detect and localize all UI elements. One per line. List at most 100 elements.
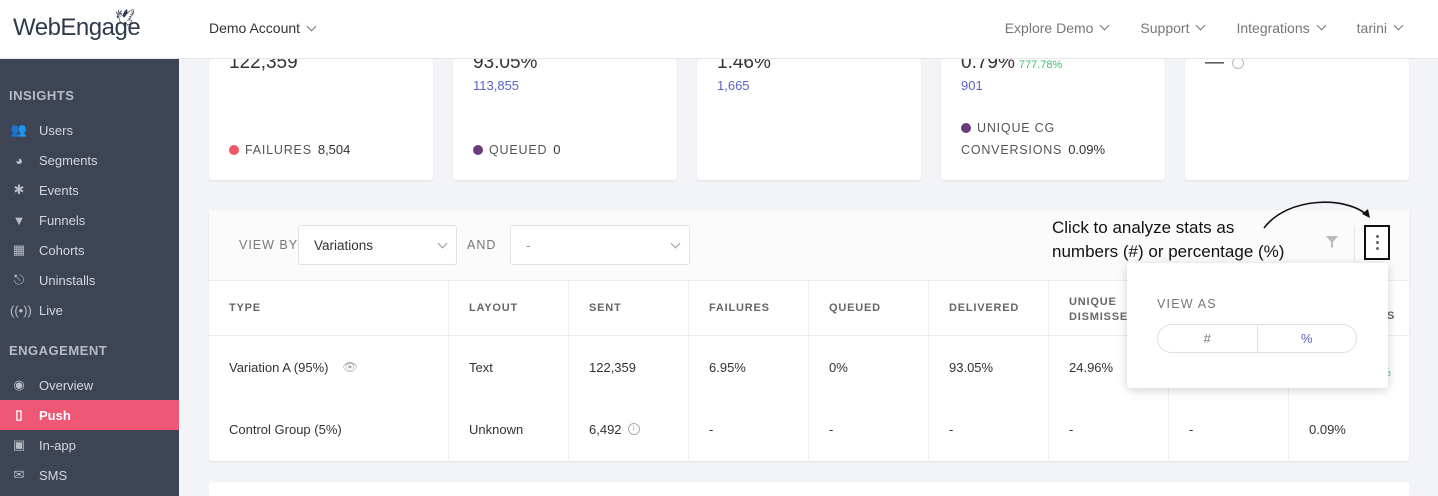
view-as-number-option[interactable]: # bbox=[1158, 325, 1258, 352]
stat-value-text: 0.79% bbox=[961, 59, 1015, 73]
sidebar-item-live[interactable]: ((•)) Live bbox=[0, 295, 179, 325]
sidebar-item-events[interactable]: ✱ Events bbox=[0, 175, 179, 205]
legend-label: QUEUED bbox=[489, 142, 548, 157]
table-cell-unique-dismisses: - bbox=[1049, 398, 1169, 460]
star-icon: ✱ bbox=[13, 182, 25, 197]
table-cell-delivered: 93.05% bbox=[929, 336, 1049, 398]
sidebar-item-label: Users bbox=[39, 122, 73, 138]
uplift-badge: 777.78% bbox=[1018, 59, 1063, 71]
table-cell: 0.09% bbox=[1309, 421, 1346, 437]
funnel-icon: ▼ bbox=[12, 212, 26, 228]
chevron-down-icon bbox=[1393, 20, 1404, 30]
info-icon[interactable]: i bbox=[627, 423, 640, 435]
sms-icon: ✉ bbox=[13, 467, 25, 482]
nav-explore-demo[interactable]: Explore Demo bbox=[1004, 20, 1110, 36]
sidebar-item-label: SMS bbox=[39, 467, 68, 483]
and-label: AND bbox=[467, 238, 497, 252]
filter-icon[interactable] bbox=[1326, 236, 1338, 248]
legend-value: 0 bbox=[553, 142, 561, 157]
sidebar-item-label: Live bbox=[39, 302, 63, 318]
annotation-arrow-icon bbox=[1263, 201, 1370, 229]
table-cell-delivered: - bbox=[929, 398, 1049, 460]
view-by-select[interactable]: Variations bbox=[298, 225, 457, 265]
table-cell-queued: 0% bbox=[809, 336, 929, 398]
sidebar-item-in-app[interactable]: ▣ In-app bbox=[0, 430, 179, 460]
nav-label: Integrations bbox=[1236, 20, 1310, 36]
sidebar-item-label: Overview bbox=[39, 377, 94, 393]
stat-value: — bbox=[1205, 59, 1244, 74]
webengage-logo[interactable]: WebEngage 🕊 bbox=[13, 10, 141, 42]
tutorial-annotation: Click to analyze stats as numbers (#) or… bbox=[1052, 216, 1322, 264]
legend-failures: FAILURES 8,504 bbox=[229, 142, 350, 157]
nav-label: Explore Demo bbox=[1004, 20, 1094, 36]
more-options-icon[interactable] bbox=[1364, 225, 1390, 260]
legend-dot bbox=[473, 144, 483, 155]
legend-unique-cg: UNIQUE CG bbox=[961, 121, 1055, 135]
view-as-percent-option[interactable]: % bbox=[1300, 331, 1313, 346]
sidebar-item-sms[interactable]: ✉ SMS bbox=[0, 460, 179, 490]
exit-icon: ⎋ bbox=[13, 272, 25, 287]
legend-value: 0.09% bbox=[1068, 142, 1106, 157]
col-header-queued: QUEUED bbox=[809, 281, 929, 336]
section-engagement: ENGAGEMENT bbox=[9, 343, 108, 358]
stat-subvalue: 1,665 bbox=[717, 78, 750, 93]
broadcast-icon: ((•)) bbox=[10, 302, 32, 318]
annotation-line: numbers (#) or percentage (%) bbox=[1052, 242, 1285, 261]
table-cell-failures: - bbox=[689, 398, 809, 460]
divider bbox=[1354, 226, 1355, 262]
mobile-icon: ▯ bbox=[15, 407, 23, 422]
sidebar-item-label: Events bbox=[39, 182, 79, 198]
pie-icon: ◕ bbox=[15, 152, 23, 168]
sidebar-item-cohorts[interactable]: ▦ Cohorts bbox=[0, 235, 179, 265]
chevron-down-icon bbox=[1099, 20, 1110, 30]
table-cell-sent: 122,359 bbox=[569, 336, 689, 398]
sidebar-item-label: Cohorts bbox=[39, 242, 85, 258]
account-name: Demo Account bbox=[209, 20, 301, 36]
sidebar-item-label: Segments bbox=[39, 152, 98, 168]
view-by-label: VIEW BY bbox=[239, 238, 299, 252]
nav-support[interactable]: Support bbox=[1140, 20, 1206, 36]
sidebar: INSIGHTS 👥 Users ◕ Segments ✱ Events ▼ Funne… bbox=[0, 59, 179, 496]
eye-icon[interactable]: 👁 bbox=[342, 360, 358, 374]
stat-value: 0.79% 777.78% bbox=[961, 59, 1062, 74]
chevron-down-icon bbox=[437, 238, 448, 249]
and-select[interactable]: - bbox=[510, 225, 690, 265]
chevron-down-icon bbox=[1316, 20, 1327, 30]
annotation-line: Click to analyze stats as bbox=[1052, 218, 1235, 237]
sidebar-item-label: In-app bbox=[39, 437, 76, 453]
nav-integrations[interactable]: Integrations bbox=[1236, 20, 1327, 36]
sidebar-item-funnels[interactable]: ▼ Funnels bbox=[0, 205, 179, 235]
legend-dot bbox=[961, 123, 971, 133]
section-insights: INSIGHTS bbox=[9, 88, 75, 103]
select-value: Variations bbox=[314, 238, 374, 253]
col-header-layout: LAYOUT bbox=[449, 281, 569, 336]
next-card bbox=[209, 482, 1409, 496]
sidebar-item-label: Uninstalls bbox=[39, 272, 96, 288]
sidebar-item-users[interactable]: 👥 Users bbox=[0, 115, 179, 145]
account-switcher[interactable]: Demo Account bbox=[209, 20, 317, 36]
stat-card-sent: 122,359 FAILURES 8,504 bbox=[209, 59, 433, 180]
chevron-down-icon bbox=[670, 238, 681, 249]
stat-card-revenue: — bbox=[1185, 59, 1409, 180]
sidebar-item-overview[interactable]: ◉ Overview bbox=[0, 370, 179, 400]
users-icon: 👥 bbox=[10, 122, 28, 137]
nav-label: Support bbox=[1140, 20, 1190, 36]
sidebar-item-uninstalls[interactable]: ⎋ Uninstalls bbox=[0, 265, 179, 295]
legend-label: FAILURES bbox=[245, 142, 312, 157]
sidebar-item-segments[interactable]: ◕ Segments bbox=[0, 145, 179, 175]
info-icon[interactable] bbox=[1232, 59, 1244, 69]
logo-text: WebEngage bbox=[13, 14, 141, 41]
chevron-down-icon bbox=[1196, 20, 1206, 30]
inapp-icon: ▣ bbox=[12, 437, 26, 452]
legend-queued: QUEUED 0 bbox=[473, 142, 561, 157]
legend-label: CONVERSIONS bbox=[961, 142, 1063, 157]
nav-label: tarini bbox=[1356, 20, 1387, 36]
stat-subvalue: 901 bbox=[961, 78, 983, 93]
sidebar-item-label: Push bbox=[39, 407, 71, 423]
chevron-down-icon bbox=[306, 21, 317, 32]
nav-user-menu[interactable]: tarini bbox=[1356, 20, 1404, 36]
sidebar-item-push[interactable]: ▯ Push bbox=[0, 400, 179, 430]
peek-header-tail: S bbox=[1387, 310, 1395, 322]
top-nav: Explore Demo Support Integrations tarini bbox=[1004, 20, 1404, 36]
cell-text: 6,492 bbox=[589, 421, 622, 437]
